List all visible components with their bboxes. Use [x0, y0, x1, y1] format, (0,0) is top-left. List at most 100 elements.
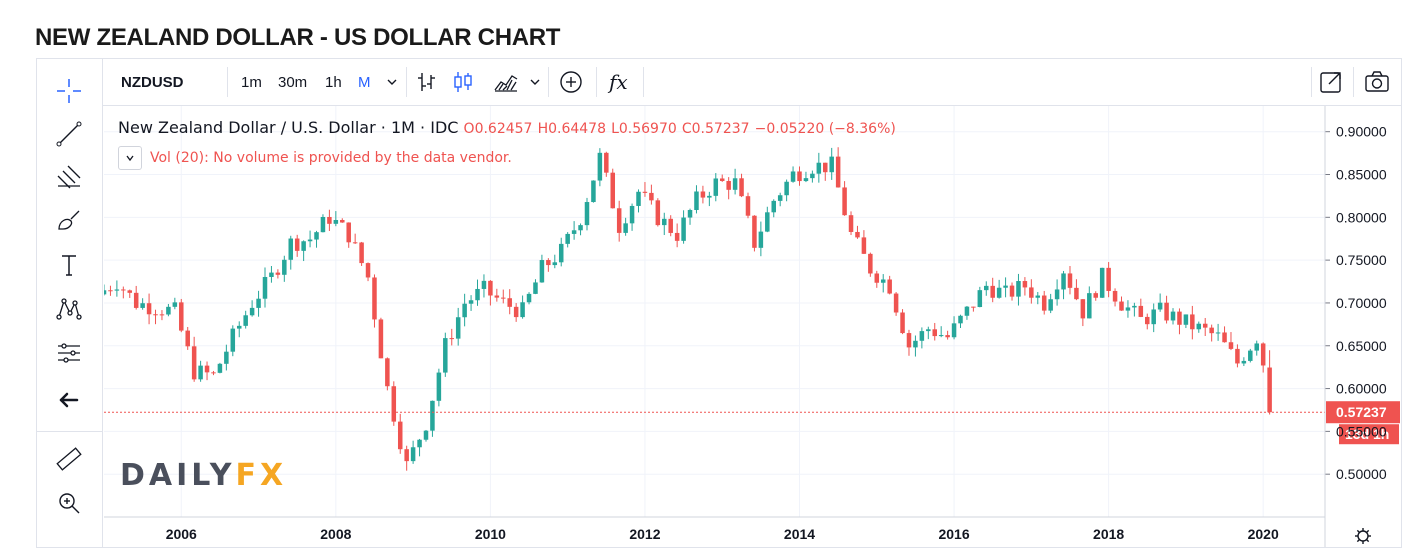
- candle-body: [1067, 273, 1073, 288]
- candle-body: [1132, 305, 1137, 308]
- candle-body: [352, 242, 358, 244]
- candle-body: [365, 263, 371, 278]
- candle-body: [719, 178, 725, 181]
- candle-body: [256, 298, 261, 308]
- candle-body: [172, 302, 178, 307]
- candle-body: [726, 180, 731, 190]
- candle-body: [475, 288, 480, 301]
- candle-body: [855, 231, 860, 238]
- interval-monthly[interactable]: M: [358, 73, 371, 91]
- candle-body: [771, 200, 777, 213]
- candle-body: [1016, 281, 1021, 297]
- toolbar-separator: [227, 67, 228, 97]
- symbol-search[interactable]: NZDUSD: [121, 73, 184, 91]
- page-title: NEW ZEALAND DOLLAR - US DOLLAR CHART: [35, 24, 561, 51]
- candle-body: [810, 173, 815, 179]
- legend-high: H0.64478: [537, 121, 606, 137]
- candle-body: [880, 279, 886, 283]
- ruler-icon[interactable]: [51, 443, 87, 475]
- candle-body: [140, 303, 145, 308]
- crosshair-icon[interactable]: [51, 75, 87, 107]
- candle-body: [153, 314, 158, 316]
- candle-body: [224, 351, 229, 364]
- candle-body: [314, 232, 319, 240]
- candle-body: [1164, 302, 1169, 321]
- candle-body: [835, 156, 841, 188]
- pattern-icon[interactable]: [51, 293, 87, 325]
- chart-legend: New Zealand Dollar / U.S. Dollar · 1M · …: [118, 118, 896, 137]
- x-tick-label: 2012: [629, 526, 660, 542]
- candle-body: [179, 302, 184, 331]
- candle-body: [1190, 314, 1195, 330]
- gear-ring: [1357, 530, 1369, 542]
- candle-body: [282, 259, 287, 275]
- brush-icon[interactable]: [51, 205, 87, 237]
- text-tool-icon[interactable]: [51, 249, 87, 281]
- candle-body: [1157, 302, 1163, 310]
- candle-body: [1048, 299, 1053, 311]
- candle-body: [1235, 348, 1240, 364]
- x-tick-label: 2008: [320, 526, 351, 542]
- candlestick-chart-type-icon[interactable]: [451, 59, 475, 105]
- candle-body: [1125, 307, 1131, 311]
- zoom-in-icon[interactable]: [51, 487, 87, 519]
- chart-frame: [36, 58, 1402, 548]
- candle-body: [204, 365, 210, 373]
- legend-symbol-name: New Zealand Dollar / U.S. Dollar: [118, 118, 376, 137]
- popout-icon[interactable]: [1318, 59, 1344, 105]
- candle-body: [211, 372, 216, 374]
- candle-body: [584, 202, 590, 226]
- collapse-chevron-icon[interactable]: [118, 146, 142, 170]
- interval-1h[interactable]: 1h: [325, 73, 342, 91]
- compare-add-icon[interactable]: [558, 59, 584, 105]
- candle-body: [1183, 314, 1189, 325]
- candle-body: [1009, 285, 1015, 297]
- y-tick-label: 0.75000: [1336, 252, 1387, 268]
- candle-body: [926, 329, 931, 332]
- x-tick-label: 2006: [166, 526, 197, 542]
- candle-body: [1241, 360, 1247, 364]
- price-chart[interactable]: 0.57237 13d 1h 0.50000 0.55000 0.60000 0.650…: [104, 106, 1401, 547]
- candle-body: [655, 200, 661, 226]
- candle-body: [1138, 305, 1144, 317]
- candle-body: [971, 306, 976, 308]
- candle-body: [507, 298, 512, 307]
- interval-dropdown-chevron-icon[interactable]: [386, 59, 398, 105]
- x-tick-label: 2016: [938, 526, 969, 542]
- chart-type-dropdown-chevron-icon[interactable]: [529, 59, 541, 105]
- interval-1m[interactable]: 1m: [241, 73, 262, 91]
- prediction-tools-icon[interactable]: [51, 337, 87, 369]
- gear-tooth: [1366, 539, 1370, 543]
- candle-body: [1209, 327, 1214, 334]
- candle-body: [455, 317, 461, 339]
- candle-body: [185, 330, 190, 347]
- candle-body: [707, 195, 712, 198]
- camera-snapshot-icon[interactable]: [1363, 59, 1391, 105]
- legend-close: C0.57237: [681, 121, 750, 137]
- candle-body: [1080, 299, 1086, 319]
- candle-body: [1087, 293, 1092, 319]
- indicators-fx-icon[interactable]: fx: [609, 70, 628, 94]
- trend-line-icon[interactable]: [51, 118, 87, 150]
- back-arrow-icon[interactable]: [51, 384, 87, 416]
- interval-30m[interactable]: 30m: [278, 73, 308, 91]
- y-tick-label: 0.90000: [1336, 124, 1387, 140]
- candle-body: [996, 287, 1002, 298]
- area-chart-type-icon[interactable]: [493, 59, 519, 105]
- candle-body: [765, 212, 770, 232]
- fib-retracement-icon[interactable]: [51, 162, 87, 194]
- candle-body: [320, 216, 326, 233]
- candle-body: [604, 152, 609, 173]
- candle-body: [1145, 316, 1150, 325]
- gear-tooth: [1366, 529, 1370, 533]
- candle-body: [662, 218, 667, 226]
- legend-low: L0.56970: [611, 121, 677, 137]
- candle-body: [848, 215, 854, 232]
- candle-body: [243, 315, 248, 326]
- candle-body: [1029, 287, 1034, 298]
- bar-chart-type-icon[interactable]: [415, 59, 439, 105]
- gear-tooth: [1356, 539, 1360, 543]
- candle-body: [951, 323, 957, 338]
- volume-message: Vol (20): No volume is provided by the d…: [150, 150, 512, 166]
- candle-body: [288, 238, 294, 260]
